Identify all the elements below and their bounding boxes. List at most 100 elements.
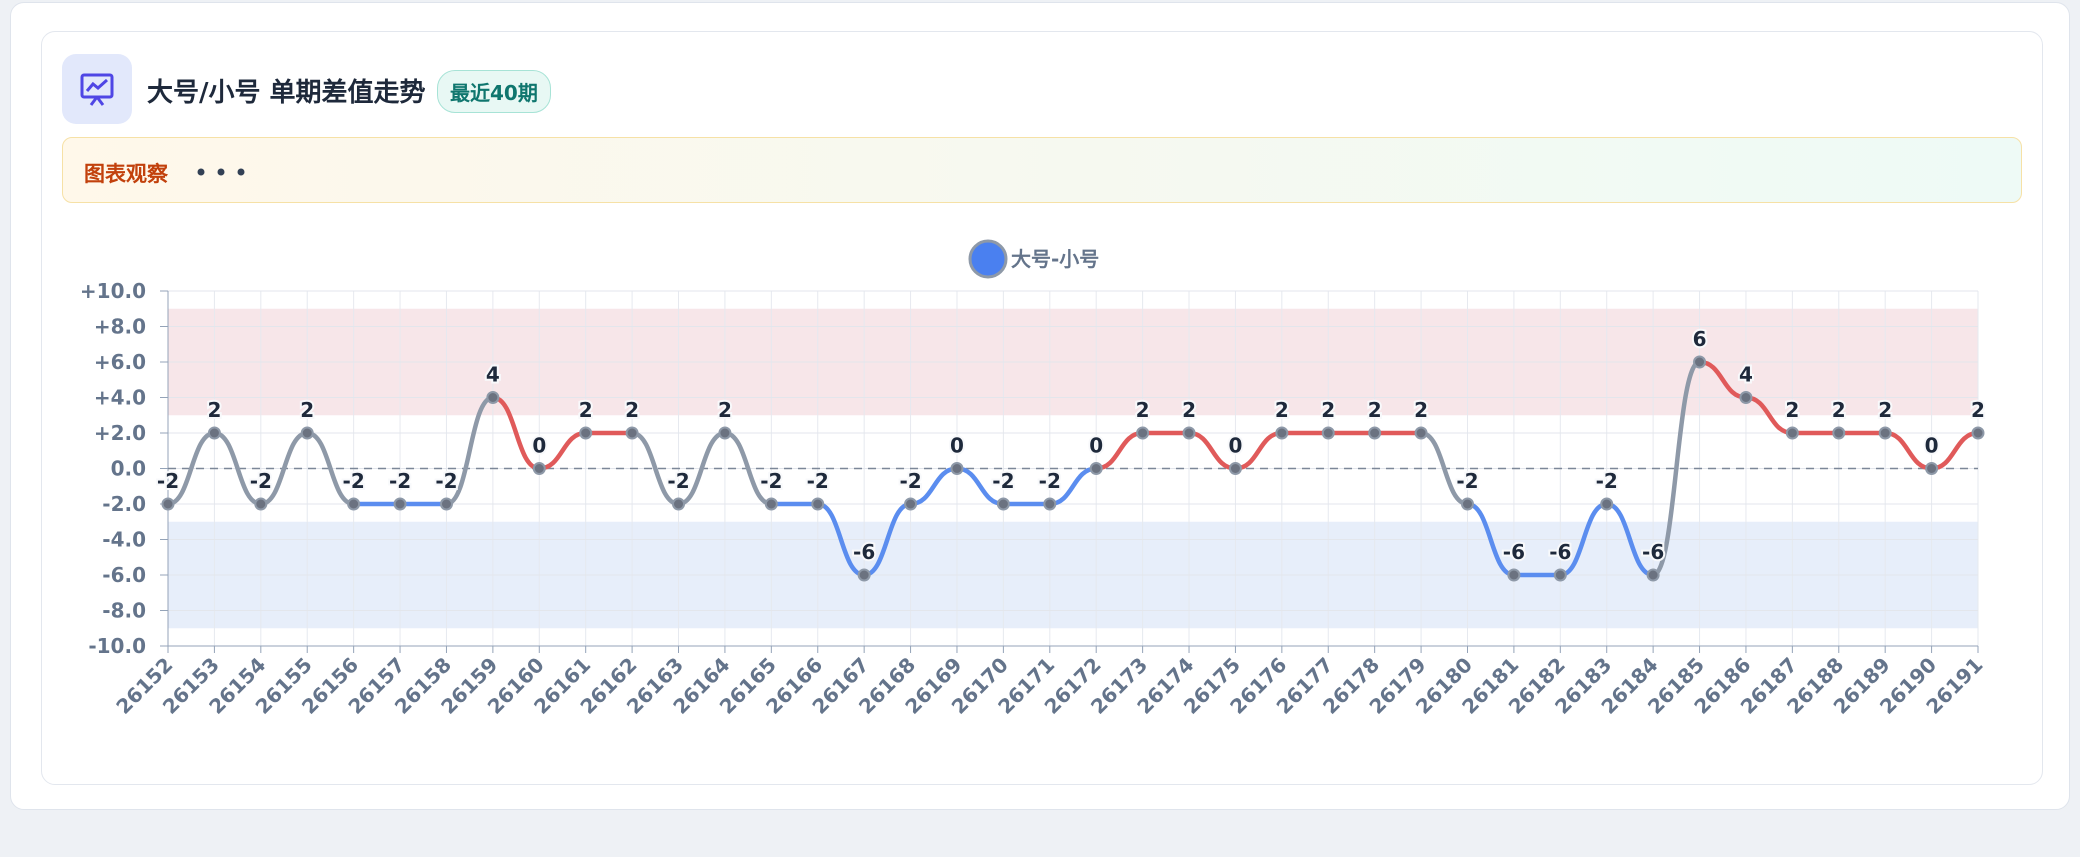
value-label: -2 xyxy=(1456,469,1478,493)
value-label: 2 xyxy=(1321,398,1335,422)
point xyxy=(1182,426,1196,440)
line-segment xyxy=(676,430,728,507)
point xyxy=(1414,426,1428,440)
value-label: -2 xyxy=(435,469,457,493)
point xyxy=(1553,568,1567,582)
point xyxy=(1878,426,1892,440)
y-tick-label: +2.0 xyxy=(94,421,146,445)
legend-label: 大号-小号 xyxy=(1011,247,1099,271)
point xyxy=(1321,426,1335,440)
point xyxy=(950,462,964,475)
loading-dots xyxy=(197,168,245,176)
point xyxy=(996,497,1010,511)
point xyxy=(672,497,686,511)
value-label: -6 xyxy=(1642,540,1664,564)
value-label: 6 xyxy=(1693,327,1707,351)
point xyxy=(1507,568,1521,582)
line-segment xyxy=(1650,359,1702,578)
y-tick-label: 0.0 xyxy=(111,457,146,481)
point xyxy=(532,462,546,475)
y-tick-label: +4.0 xyxy=(94,386,146,410)
value-label: 0 xyxy=(1089,434,1103,458)
value-label: 2 xyxy=(1971,398,1985,422)
point xyxy=(1089,462,1103,475)
value-label: -2 xyxy=(389,469,411,493)
point xyxy=(1693,355,1707,369)
value-label: -2 xyxy=(899,469,921,493)
value-label: 0 xyxy=(1925,434,1939,458)
value-label: -2 xyxy=(992,469,1014,493)
line-segment xyxy=(1604,501,1656,578)
point xyxy=(1646,568,1660,582)
value-label: -2 xyxy=(1039,469,1061,493)
line-segment xyxy=(165,430,217,507)
value-label: -2 xyxy=(343,469,365,493)
point xyxy=(857,568,871,582)
point xyxy=(1925,462,1939,475)
value-label: 2 xyxy=(1414,398,1428,422)
value-label: 4 xyxy=(486,363,500,387)
point xyxy=(347,497,361,511)
value-label: 4 xyxy=(1739,363,1753,387)
value-label: 0 xyxy=(1228,434,1242,458)
icon-svg xyxy=(80,73,114,106)
value-label: 2 xyxy=(718,398,732,422)
value-label: 2 xyxy=(579,398,593,422)
observation-label: 图表观察 xyxy=(84,162,168,186)
point xyxy=(393,497,407,511)
value-label: -6 xyxy=(1549,540,1571,564)
line-segment xyxy=(815,501,867,578)
value-label: 2 xyxy=(1182,398,1196,422)
value-label: -6 xyxy=(853,540,875,564)
chart-icon xyxy=(62,54,132,124)
value-label: 2 xyxy=(1275,398,1289,422)
point xyxy=(811,497,825,511)
value-label: -6 xyxy=(1503,540,1525,564)
point xyxy=(1785,426,1799,440)
point xyxy=(439,497,453,511)
point xyxy=(161,497,175,511)
point xyxy=(764,497,778,511)
value-label: 2 xyxy=(300,398,314,422)
line-segment xyxy=(444,395,496,507)
point xyxy=(1136,426,1150,440)
badge: 最近40期 xyxy=(437,70,551,113)
value-label: -2 xyxy=(250,469,272,493)
value-label: 2 xyxy=(207,398,221,422)
line-segment xyxy=(258,430,310,507)
point xyxy=(625,426,639,440)
point xyxy=(1600,497,1614,511)
observation-bar[interactable]: 图表观察 xyxy=(62,137,2022,203)
line-segment xyxy=(490,395,542,471)
point xyxy=(1460,497,1474,511)
title: 大号/小号 单期差值走势 xyxy=(147,78,426,108)
point xyxy=(1739,391,1753,404)
y-tick-label: -4.0 xyxy=(102,528,146,552)
point xyxy=(1368,426,1382,440)
line-segment xyxy=(1418,430,1470,507)
value-label: 2 xyxy=(1785,398,1799,422)
value-label: 2 xyxy=(1368,398,1382,422)
value-label: 2 xyxy=(1832,398,1846,422)
point xyxy=(1971,426,1985,440)
value-label: 2 xyxy=(625,398,639,422)
line-segment xyxy=(861,501,913,578)
point xyxy=(1832,426,1846,440)
point xyxy=(207,426,221,440)
line-segment xyxy=(304,430,356,507)
value-label: -2 xyxy=(1596,469,1618,493)
point xyxy=(1228,462,1242,475)
point xyxy=(718,426,732,440)
y-tick-label: -10.0 xyxy=(88,634,146,658)
line-segment xyxy=(629,430,681,507)
y-tick-label: -6.0 xyxy=(102,563,146,587)
point xyxy=(904,497,918,511)
line-segment xyxy=(1558,501,1609,578)
y-tick-label: +8.0 xyxy=(94,315,146,339)
value-label: 2 xyxy=(1136,398,1150,422)
y-tick-label: -8.0 xyxy=(102,599,146,623)
point xyxy=(1043,497,1057,511)
point xyxy=(1275,426,1289,440)
